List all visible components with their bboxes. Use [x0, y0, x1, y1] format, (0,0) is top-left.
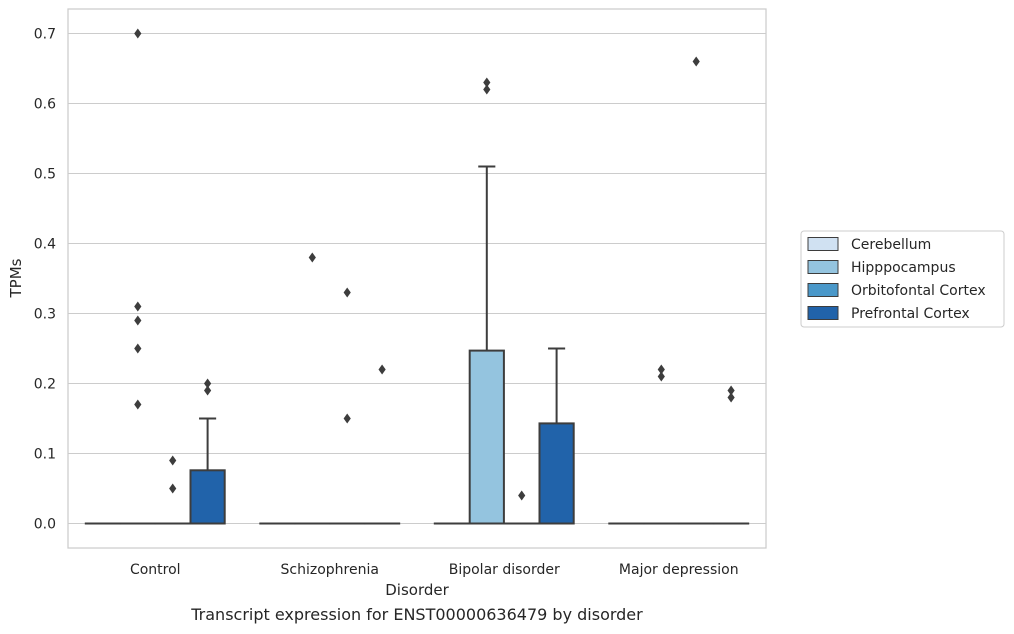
legend-swatch [807, 283, 839, 297]
legend-swatch [807, 260, 839, 274]
legend-label: Orbitofontal Cortex [851, 283, 986, 299]
outlier-point [134, 343, 142, 354]
box [189, 378, 226, 525]
y-tick-label: 0.7 [34, 27, 56, 43]
plot-frame [67, 8, 767, 549]
outlier-point [308, 252, 316, 263]
legend-swatch [807, 237, 839, 251]
outlier-point [727, 392, 735, 403]
outlier-point [343, 287, 351, 298]
box [154, 455, 191, 525]
outlier-point [518, 490, 526, 501]
x-tick-label: Control [130, 562, 181, 578]
outlier-point [692, 56, 700, 67]
outlier-point [204, 378, 212, 389]
outlier-point [134, 301, 142, 312]
grid-lines [68, 32, 766, 525]
box-body [189, 469, 226, 525]
outlier-point [483, 77, 491, 88]
box [643, 364, 680, 525]
plot-area [68, 9, 766, 548]
legend: Cerebellum Hipppocampus Orbitofontal Corte… [800, 230, 1005, 328]
x-tick-label: Schizophrenia [281, 562, 379, 578]
legend-frame [800, 230, 1005, 328]
outlier-point [134, 399, 142, 410]
outlier-point [134, 28, 142, 39]
legend-label: Cerebellum [851, 237, 931, 253]
box [468, 77, 505, 525]
outlier-point [727, 385, 735, 396]
x-axis-label: Disorder [385, 581, 449, 599]
box-group [84, 28, 750, 525]
outlier-point [657, 364, 665, 375]
legend-swatch [807, 306, 839, 320]
y-tick-label: 0.5 [34, 167, 56, 183]
outlier-point [169, 483, 177, 494]
legend-label: Prefrontal Cortex [851, 306, 970, 322]
y-tick-label: 0.3 [34, 307, 56, 323]
box [538, 347, 575, 525]
x-axis-ticks: Control Schizophrenia Bipolar disorder Majo… [130, 562, 739, 578]
y-axis-label: TPMs [7, 258, 25, 298]
outlier-point [204, 385, 212, 396]
outlier-point [378, 364, 386, 375]
outlier-point [169, 455, 177, 466]
y-tick-label: 0.6 [34, 97, 56, 113]
box [712, 385, 750, 525]
y-axis-ticks: 0.0 0.1 0.2 0.3 0.4 0.5 0.6 0.7 [34, 27, 56, 533]
legend-label: Hipppocampus [851, 260, 956, 276]
y-tick-label: 0.1 [34, 447, 56, 463]
box [363, 364, 401, 525]
y-tick-label: 0.4 [34, 237, 56, 253]
box-body [468, 349, 505, 525]
box [119, 28, 156, 525]
outlier-point [134, 315, 142, 326]
y-tick-label: 0.2 [34, 377, 56, 393]
x-tick-label: Major depression [619, 562, 739, 578]
x-tick-label: Bipolar disorder [449, 562, 560, 578]
y-tick-label: 0.0 [34, 517, 56, 533]
figure-caption: Transcript expression for ENST0000063647… [191, 605, 643, 624]
outlier-point [657, 371, 665, 382]
box-body [538, 422, 575, 525]
outlier-point [343, 413, 351, 424]
outlier-point [483, 84, 491, 95]
